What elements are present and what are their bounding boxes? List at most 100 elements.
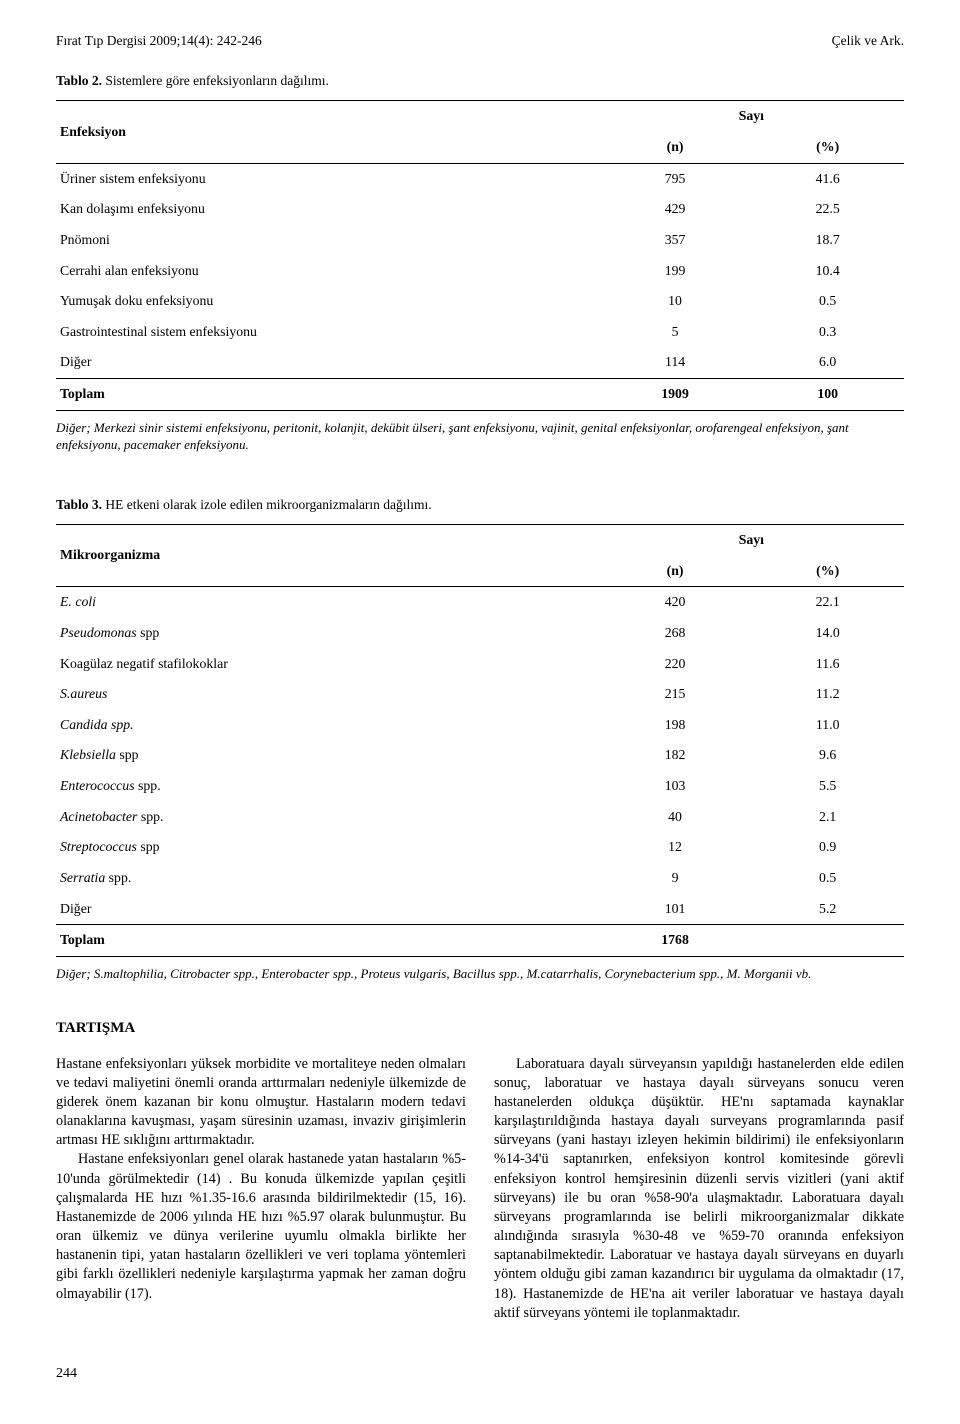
table3-footnote: Diğer; S.maltophilia, Citrobacter spp., … (56, 965, 904, 983)
table-row: Streptococcus spp120.9 (56, 832, 904, 863)
total-pct: 100 (751, 379, 904, 411)
table-row: Diğer1146.0 (56, 347, 904, 378)
row-pct: 0.5 (751, 286, 904, 317)
total-label: Toplam (56, 379, 599, 411)
total-n: 1768 (599, 925, 752, 957)
row-pct: 0.5 (751, 863, 904, 894)
table-row: Üriner sistem enfeksiyonu79541.6 (56, 163, 904, 194)
row-n: 10 (599, 286, 752, 317)
row-label: Kan dolaşımı enfeksiyonu (56, 194, 599, 225)
authors-short: Çelik ve Ark. (832, 32, 904, 50)
table-row: Koagülaz negatif stafilokoklar22011.6 (56, 649, 904, 680)
row-label: Acinetobacter spp. (56, 802, 599, 833)
discussion-body: Hastane enfeksiyonları yüksek morbidite … (56, 1055, 904, 1323)
table-row: Pnömoni35718.7 (56, 225, 904, 256)
row-label: Candida spp. (56, 710, 599, 741)
total-row: Toplam1909100 (56, 379, 904, 411)
row-n: 220 (599, 649, 752, 680)
row-label: Üriner sistem enfeksiyonu (56, 163, 599, 194)
row-label: Diğer (56, 347, 599, 378)
page-number: 244 (56, 1365, 904, 1384)
table2-title: Sistemlere göre enfeksiyonların dağılımı… (102, 73, 329, 88)
table2-label: Tablo 2. (56, 73, 102, 88)
row-pct: 22.5 (751, 194, 904, 225)
row-label: Streptococcus spp (56, 832, 599, 863)
table-row: S.aureus21511.2 (56, 679, 904, 710)
table-row: Diğer1015.2 (56, 894, 904, 925)
row-n: 9 (599, 863, 752, 894)
discussion-heading: TARTIŞMA (56, 1018, 904, 1038)
row-label: Cerrahi alan enfeksiyonu (56, 256, 599, 287)
row-pct: 11.0 (751, 710, 904, 741)
table-row: Enterococcus spp.1035.5 (56, 771, 904, 802)
row-pct: 0.3 (751, 317, 904, 348)
row-label: Klebsiella spp (56, 740, 599, 771)
row-n: 182 (599, 740, 752, 771)
table3-body: E. coli42022.1Pseudomonas spp26814.0Koag… (56, 587, 904, 957)
row-n: 101 (599, 894, 752, 925)
row-n: 5 (599, 317, 752, 348)
row-label: Yumuşak doku enfeksiyonu (56, 286, 599, 317)
table3: Mikroorganizma Sayı (n) (%) E. coli420 22… (56, 524, 904, 957)
table3-col-n: (n) (599, 556, 752, 587)
table-row: Gastrointestinal sistem enfeksiyonu50.3 (56, 317, 904, 348)
table-row: Candida spp.19811.0 (56, 710, 904, 741)
table-row: Klebsiella spp1829.6 (56, 740, 904, 771)
table2-group-header: Sayı (599, 101, 904, 132)
row-n: 198 (599, 710, 752, 741)
row-label: Koagülaz negatif stafilokoklar (56, 649, 599, 680)
table2-col-n: (n) (599, 132, 752, 163)
table2-footnote: Diğer; Merkezi sinir sistemi enfeksiyonu… (56, 419, 904, 454)
row-pct: 18.7 (751, 225, 904, 256)
row-pct: 11.2 (751, 679, 904, 710)
row-label: Enterococcus spp. (56, 771, 599, 802)
row-label: Diğer (56, 894, 599, 925)
row-label: E. coli (56, 587, 599, 618)
table-row: Pseudomonas spp26814.0 (56, 618, 904, 649)
row-n: 268 (599, 618, 752, 649)
table2: Enfeksiyon Sayı (n) (%) Üriner sistem en… (56, 100, 904, 410)
table3-group-header: Sayı (599, 525, 904, 556)
table-row: Kan dolaşımı enfeksiyonu42922.5 (56, 194, 904, 225)
row-n: 103 (599, 771, 752, 802)
row-pct: 6.0 (751, 347, 904, 378)
row-n: 357 (599, 225, 752, 256)
table2-col-label: Enfeksiyon (56, 101, 599, 163)
row-n: 795 (599, 163, 752, 194)
row-pct: 0.9 (751, 832, 904, 863)
total-label: Toplam (56, 925, 599, 957)
total-row: Toplam1768 (56, 925, 904, 957)
table2-body: Üriner sistem enfeksiyonu79541.6Kan dola… (56, 163, 904, 410)
table2-col-pct: (%) (751, 132, 904, 163)
row-n: 420 (599, 587, 752, 618)
row-pct: 2.1 (751, 802, 904, 833)
row-label: Gastrointestinal sistem enfeksiyonu (56, 317, 599, 348)
table-row: Acinetobacter spp.402.1 (56, 802, 904, 833)
table3-title: HE etkeni olarak izole edilen mikroorgan… (102, 497, 432, 512)
table3-label: Tablo 3. (56, 497, 102, 512)
table-row: Cerrahi alan enfeksiyonu19910.4 (56, 256, 904, 287)
discussion-p3: Laboratuara dayalı sürveyansın yapıldığı… (494, 1055, 904, 1323)
total-pct (751, 925, 904, 957)
discussion-p1: Hastane enfeksiyonları yüksek morbidite … (56, 1055, 466, 1151)
discussion-p2: Hastane enfeksiyonları genel olarak hast… (56, 1150, 466, 1303)
table-row: Yumuşak doku enfeksiyonu100.5 (56, 286, 904, 317)
total-n: 1909 (599, 379, 752, 411)
table3-caption: Tablo 3. HE etkeni olarak izole edilen m… (56, 496, 904, 514)
journal-citation: Fırat Tıp Dergisi 2009;14(4): 242-246 (56, 32, 262, 50)
row-label: Serratia spp. (56, 863, 599, 894)
row-pct: 10.4 (751, 256, 904, 287)
table3-col-label: Mikroorganizma (56, 525, 599, 587)
row-n: 114 (599, 347, 752, 378)
row-n: 12 (599, 832, 752, 863)
row-n: 429 (599, 194, 752, 225)
table3-col-pct: (%) (751, 556, 904, 587)
row-label: Pnömoni (56, 225, 599, 256)
table2-caption: Tablo 2. Sistemlere göre enfeksiyonların… (56, 72, 904, 90)
row-n: 40 (599, 802, 752, 833)
row-label: S.aureus (56, 679, 599, 710)
row-pct: 9.6 (751, 740, 904, 771)
row-label: Pseudomonas spp (56, 618, 599, 649)
running-header: Fırat Tıp Dergisi 2009;14(4): 242-246 Çe… (56, 32, 904, 50)
table-row: Serratia spp.90.5 (56, 863, 904, 894)
